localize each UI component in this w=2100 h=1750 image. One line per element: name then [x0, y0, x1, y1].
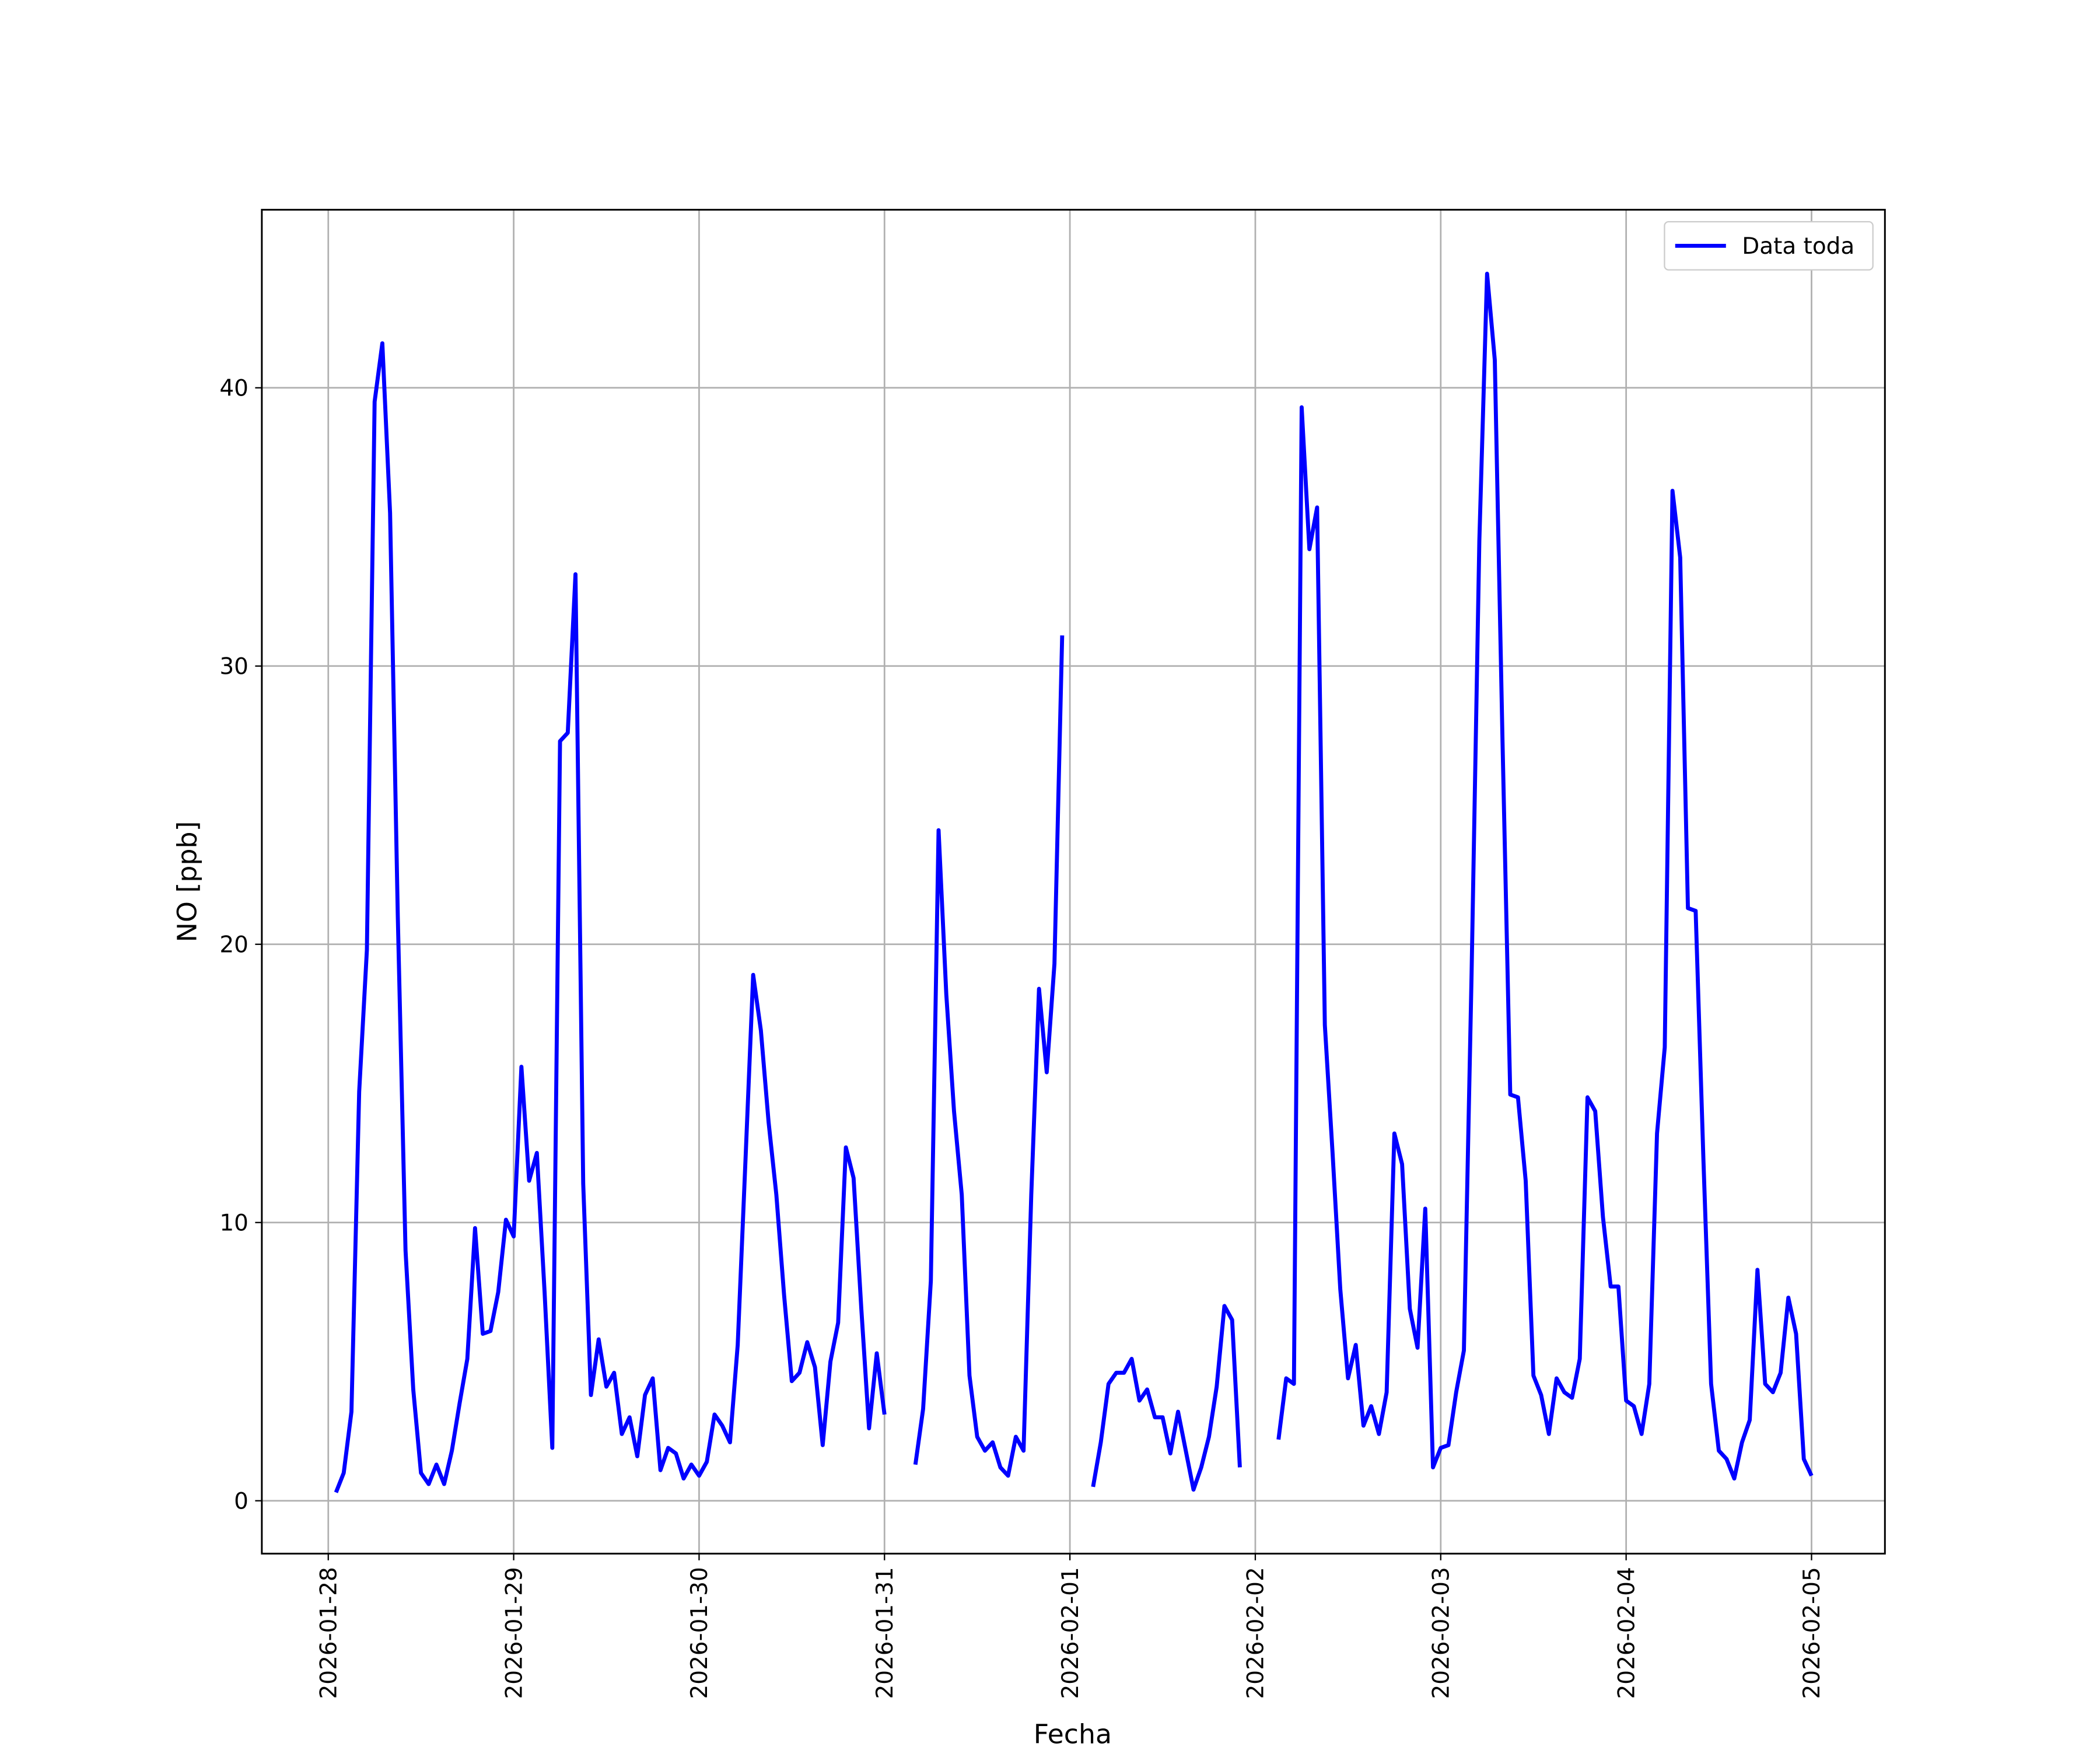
data-line	[1091, 1304, 1242, 1492]
data-line	[334, 341, 887, 1493]
y-tick-label: 40	[219, 376, 249, 402]
legend-box	[1664, 221, 1874, 271]
y-tick-label: 30	[219, 654, 249, 680]
x-tick-label: 2026-01-30	[687, 1567, 713, 1699]
x-tick-label: 2026-02-03	[1429, 1567, 1455, 1699]
y-tick-label: 0	[234, 1488, 249, 1514]
x-tick-label: 2026-02-02	[1243, 1567, 1269, 1699]
y-tick-label: 20	[219, 932, 249, 958]
legend-label: Data toda	[1742, 233, 1854, 260]
plot-frame	[261, 209, 1886, 1555]
data-line	[913, 635, 1065, 1478]
x-tick-label: 2026-02-05	[1799, 1567, 1825, 1699]
x-tick-label: 2026-01-31	[872, 1567, 898, 1699]
y-tick-label: 10	[219, 1210, 249, 1236]
x-tick-label: 2026-01-28	[316, 1567, 342, 1699]
x-tick-label: 2026-02-04	[1614, 1567, 1640, 1699]
data-line	[1276, 271, 1814, 1480]
y-axis-label: NO [ppb]	[172, 821, 203, 943]
x-axis-label: Fecha	[1034, 1718, 1112, 1750]
x-tick-label: 2026-01-29	[501, 1567, 527, 1699]
x-tick-label: 2026-02-01	[1058, 1567, 1084, 1699]
